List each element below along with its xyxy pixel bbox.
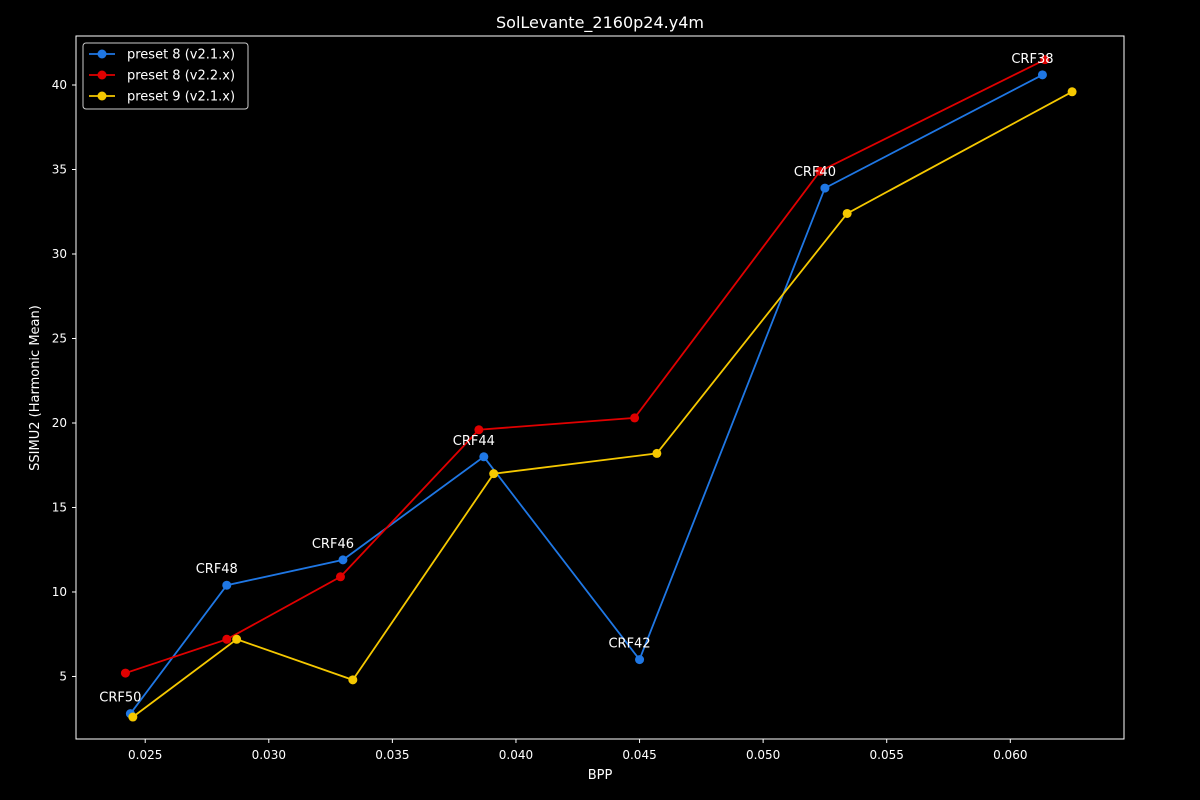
x-tick-label: 0.025	[128, 748, 162, 762]
y-tick-label: 25	[52, 331, 67, 345]
plot-frame	[75, 35, 1125, 740]
data-point	[128, 712, 138, 722]
data-point	[815, 166, 825, 176]
data-point	[489, 469, 499, 479]
x-tick-label: 0.045	[622, 748, 656, 762]
data-point	[842, 208, 852, 218]
data-point	[120, 668, 130, 678]
data-point	[474, 425, 484, 435]
data-point	[1067, 87, 1077, 97]
legend-marker	[97, 91, 107, 101]
x-tick-label: 0.035	[375, 748, 409, 762]
legend-entry: preset 8 (v2.2.x)	[89, 69, 235, 84]
series-1	[125, 70, 1047, 719]
y-tick-label: 40	[52, 78, 67, 92]
data-point	[338, 555, 348, 565]
y-tick-label: 10	[52, 585, 67, 599]
data-point	[232, 634, 242, 644]
y-tick-label: 30	[52, 247, 67, 261]
crf-annotation: CRF50	[99, 691, 141, 706]
data-point	[1037, 70, 1047, 80]
x-tick-label: 0.060	[993, 748, 1027, 762]
data-point	[1040, 55, 1050, 65]
series-layer	[120, 55, 1077, 722]
series-line	[125, 58, 1046, 674]
x-tick-label: 0.030	[252, 748, 286, 762]
legend-label: preset 8 (v2.1.x)	[127, 48, 235, 63]
axes: 0.025 0.030 0.035 0.040 0.045 0.050 0.055 0.060…	[52, 35, 1125, 762]
data-point	[652, 448, 662, 458]
data-point	[635, 655, 645, 665]
data-point	[335, 572, 345, 582]
data-point	[348, 675, 358, 685]
crf-annotation: CRF38	[1011, 52, 1053, 67]
data-point	[630, 413, 640, 423]
crf-annotation: CRF44	[453, 434, 495, 449]
data-point	[820, 183, 830, 193]
data-point	[222, 580, 232, 590]
series-line	[132, 91, 1073, 718]
x-tick-label: 0.050	[746, 748, 780, 762]
x-tick-label: 0.040	[499, 748, 533, 762]
x-tick-label: 0.055	[870, 748, 904, 762]
crf-annotation: CRF40	[794, 165, 836, 180]
legend-entry: preset 8 (v2.1.x)	[89, 48, 235, 63]
y-axis-label: SSIMU2 (Harmonic Mean)	[28, 305, 43, 471]
crf-annotation: CRF42	[608, 637, 650, 652]
legend-entry: preset 9 (v2.1.x)	[89, 90, 235, 105]
series-3	[128, 87, 1077, 722]
y-tick-label: 15	[52, 500, 67, 514]
legend-box	[82, 42, 249, 110]
legend-label: preset 8 (v2.2.x)	[127, 69, 235, 84]
data-point	[479, 452, 489, 462]
annotation-layer: CRF50 CRF48 CRF46 CRF44 CRF42 CRF40 CRF38	[99, 52, 1053, 706]
legend: preset 8 (v2.1.x) preset 8 (v2.2.x) preset…	[82, 42, 249, 110]
crf-annotation: CRF46	[312, 537, 354, 552]
data-point	[222, 634, 232, 644]
legend-label: preset 9 (v2.1.x)	[127, 90, 235, 105]
legend-marker	[97, 70, 107, 80]
chart-title: SolLevante_2160p24.y4m	[496, 13, 704, 33]
y-tick-label: 5	[59, 669, 67, 683]
legend-marker	[97, 49, 107, 59]
y-tick-label: 20	[52, 416, 67, 430]
y-tick-label: 35	[52, 163, 67, 177]
crf-annotation: CRF48	[196, 562, 238, 577]
series-2	[120, 55, 1050, 678]
x-axis-label: BPP	[588, 768, 613, 783]
